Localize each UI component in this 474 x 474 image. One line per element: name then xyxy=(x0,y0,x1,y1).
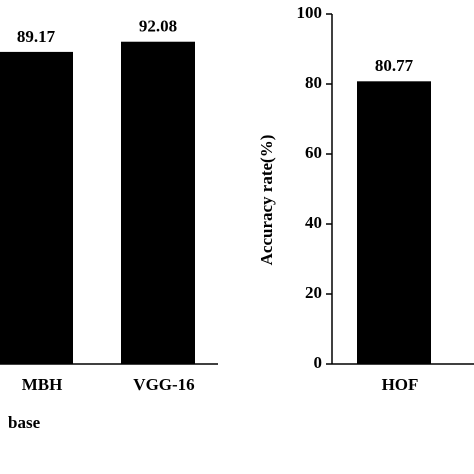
y-axis-label: Accuracy rate(%) xyxy=(257,135,276,266)
y-tick-label: 40 xyxy=(305,213,322,232)
value-label: 80.77 xyxy=(375,56,414,75)
x-tick-label: VGG-16 xyxy=(133,375,194,394)
x-tick-label: HOF xyxy=(382,375,419,394)
value-label: 92.08 xyxy=(139,17,177,36)
bar xyxy=(121,41,195,364)
y-tick-label: 0 xyxy=(314,353,323,372)
value-label: 89.17 xyxy=(17,27,56,46)
bar xyxy=(357,81,431,365)
y-tick-label: 100 xyxy=(297,3,323,22)
y-tick-label: 80 xyxy=(305,73,322,92)
bar xyxy=(0,51,73,364)
y-tick-label: 60 xyxy=(305,143,322,162)
y-tick-label: 20 xyxy=(305,283,322,302)
x-axis-label: base xyxy=(8,413,41,432)
x-tick-label: MBH xyxy=(22,375,63,394)
